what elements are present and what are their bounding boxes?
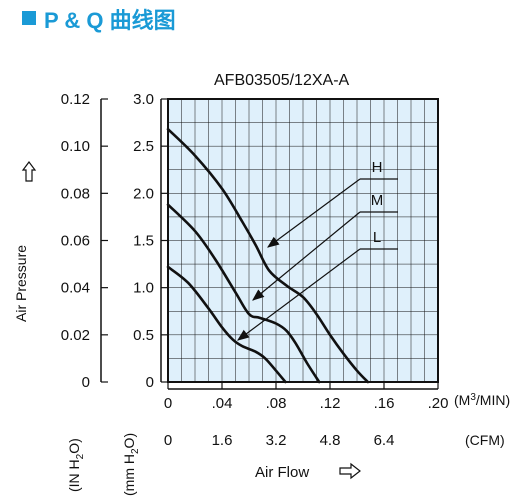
leader-arrow: [252, 211, 361, 301]
y2-tick-label: 0.12: [61, 91, 90, 108]
y-tick-label: 0.5: [133, 327, 154, 344]
leader-arrow: [237, 248, 361, 341]
y-tick-label: 2.5: [133, 138, 154, 155]
curve-label-h: H: [372, 159, 383, 176]
x-tick-label: .04: [212, 395, 233, 412]
x2-tick-label: 6.4: [374, 432, 395, 449]
x2-tick-label: 3.2: [266, 432, 287, 449]
x2-units-label: (CFM): [465, 432, 505, 448]
y-tick-label: 2.0: [133, 185, 154, 202]
y-tick-label: 0: [146, 374, 154, 391]
right-arrow-icon: [339, 462, 361, 480]
x2-tick-label: 0: [164, 432, 172, 449]
y2-tick-label: 0.06: [61, 233, 90, 250]
x-tick-label: .12: [320, 395, 341, 412]
x-tick-label: .08: [266, 395, 287, 412]
curve-labels: HM L: [237, 159, 398, 341]
grid: [168, 99, 438, 382]
y-units-label: (IN H2O): [66, 438, 86, 492]
title-square-marker: [22, 11, 36, 25]
y2-units-label: (mm H2O): [121, 433, 141, 496]
leader-arrow: [267, 178, 361, 248]
x-units-label: (M3/MIN): [454, 392, 510, 408]
curve-m: [166, 203, 321, 384]
y2-tick-label: 0: [82, 374, 90, 391]
chart-title: AFB03505/12XA-A: [214, 72, 350, 89]
y2-tick-label: 0.02: [61, 327, 90, 344]
x-tick-label: .16: [374, 395, 395, 412]
x2-tick-label: 1.6: [212, 432, 233, 449]
x2-tick-label: 4.8: [320, 432, 341, 449]
y-tick-label: 1.0: [133, 280, 154, 297]
x-tick-label: 0: [164, 395, 172, 412]
axis-ticks: 000.50.021.00.041.50.062.00.082.50.103.0…: [61, 91, 449, 449]
y-tick-label: 3.0: [133, 91, 154, 108]
x-tick-label: .20: [428, 395, 449, 412]
y2-tick-label: 0.04: [61, 280, 90, 297]
up-arrow-icon: [21, 161, 37, 182]
y-axis-title: Air Pressure: [13, 245, 29, 322]
curve-l: [166, 265, 287, 384]
x-axis-title: Air Flow: [255, 464, 309, 481]
y2-tick-label: 0.08: [61, 185, 90, 202]
y-tick-label: 1.5: [133, 233, 154, 250]
curve-label-m: M: [371, 192, 384, 209]
curves: [166, 127, 370, 384]
page-title: P & Q 曲线图: [44, 8, 176, 33]
curve-label-l: L: [373, 229, 381, 246]
y2-tick-label: 0.10: [61, 138, 90, 155]
curve-h: [166, 127, 370, 384]
